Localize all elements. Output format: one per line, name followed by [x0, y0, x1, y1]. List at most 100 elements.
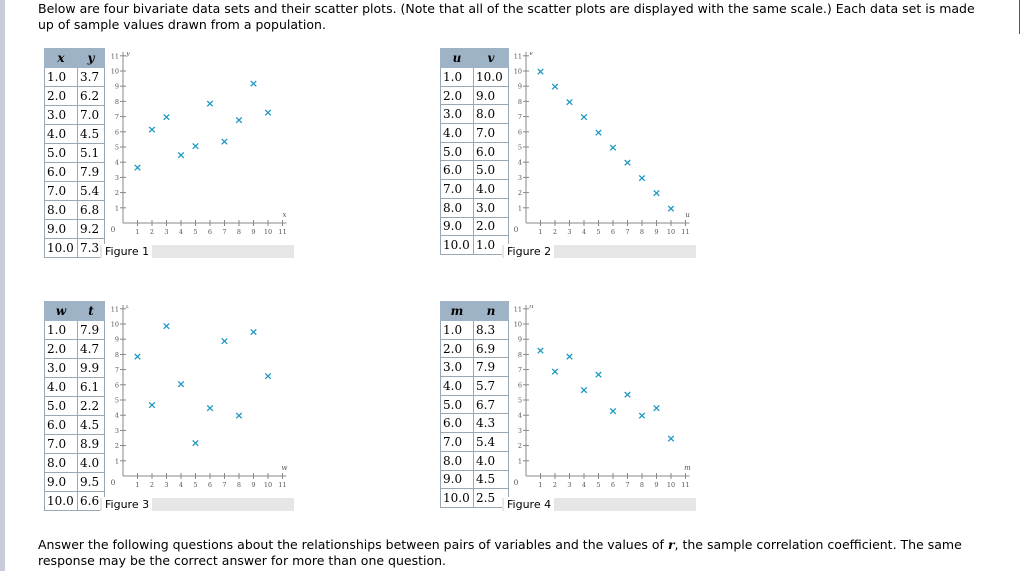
data-point: ×	[263, 106, 272, 119]
origin-label: 0	[514, 478, 519, 487]
table-header-x: u	[440, 48, 474, 68]
y-tick-label: 1	[518, 457, 522, 465]
data-point: ×	[550, 365, 559, 378]
figure-caption: Figure 4	[504, 497, 555, 512]
table-cell-x: 4.0	[44, 124, 78, 144]
data-point: ×	[608, 405, 617, 418]
data-point: ×	[220, 135, 229, 148]
data-point: ×	[666, 432, 675, 445]
table-cell-x: 4.0	[44, 377, 78, 397]
x-tick-label: 10	[264, 481, 272, 489]
x-tick-label: 2	[150, 228, 154, 236]
data-point: ×	[234, 114, 243, 127]
table-cell-y: 5.4	[77, 181, 105, 201]
table-row: 3.0 9.9	[44, 358, 105, 378]
data-point: ×	[249, 77, 258, 90]
table-row: 6.0 5.0	[440, 160, 509, 181]
y-tick-label: 8	[115, 98, 119, 106]
x-axis-label: w	[282, 464, 288, 472]
data-point: ×	[263, 370, 272, 383]
table-cell-x: 2.0	[44, 339, 78, 359]
x-tick-label: 3	[164, 228, 168, 236]
answer-instructions: Answer the following questions about the…	[38, 537, 962, 568]
y-tick-label: 11	[514, 305, 522, 313]
table-cell-x: 5.0	[44, 143, 78, 163]
y-tick-label: 4	[518, 412, 522, 420]
table-row: 1.0 10.0	[440, 67, 509, 87]
left-edge-bar	[0, 0, 5, 571]
data-point: ×	[220, 335, 229, 348]
x-tick-label: 5	[193, 228, 197, 236]
table-row: 9.0 9.5	[44, 472, 105, 492]
table-cell-x: 6.0	[44, 415, 78, 435]
table-cell-y: 2.5	[473, 488, 509, 508]
table-header-x: w	[44, 301, 78, 321]
table-cell-x: 9.0	[44, 472, 78, 492]
y-tick-label: 2	[518, 189, 522, 197]
x-tick-label: 8	[640, 228, 644, 236]
table-cell-x: 4.0	[440, 376, 474, 396]
table-header-x: m	[440, 301, 474, 321]
x-tick-label: 6	[611, 228, 615, 236]
x-tick-label: 7	[222, 228, 226, 236]
table-cell-y: 3.0	[473, 197, 509, 218]
table-cell-y: 6.1	[77, 377, 105, 397]
table-header-y: t	[77, 301, 105, 321]
table-cell-x: 10.0	[440, 235, 474, 255]
x-tick-label: 7	[222, 481, 226, 489]
y-tick-label: 7	[518, 113, 522, 121]
y-tick-label: 6	[518, 128, 522, 136]
table-row: 10.0 7.3	[44, 238, 105, 258]
x-tick-label: 3	[567, 228, 571, 236]
table-cell-x: 7.0	[440, 432, 474, 452]
data-point: ×	[191, 139, 200, 152]
table-row: 10.0 2.5	[440, 488, 509, 508]
x-tick-label: 8	[640, 481, 644, 489]
y-tick-label: 7	[115, 113, 119, 121]
table-row: 5.0 6.7	[440, 394, 509, 415]
caption-strip: Figure 1	[100, 244, 294, 259]
data-point: ×	[162, 320, 171, 333]
y-tick-label: 4	[115, 159, 119, 167]
table-header-y: v	[473, 48, 509, 68]
data-table: u v 1.0 10.0 2.0 9.0 3.0 8.0 4.0 7.0 5.0 6.0 6.0 5.0 7…	[440, 48, 509, 255]
table-cell-x: 10.0	[44, 238, 78, 258]
table-cell-x: 5.0	[440, 394, 474, 415]
y-tick-label: 10	[111, 321, 119, 329]
x-tick-label: 10	[264, 228, 272, 236]
table-cell-x: 4.0	[440, 123, 474, 143]
table-cell-y: 3.7	[77, 67, 105, 87]
table-header-y: n	[473, 301, 509, 321]
table-row: 2.0 4.7	[44, 339, 105, 359]
table-cell-y: 4.0	[473, 450, 509, 471]
data-point: ×	[579, 111, 588, 124]
data-point: ×	[565, 95, 574, 108]
data-point: ×	[637, 171, 646, 184]
data-point: ×	[133, 350, 142, 363]
y-tick-label: 8	[518, 351, 522, 359]
y-tick-label: 6	[115, 381, 119, 389]
table-cell-y: 8.0	[473, 104, 509, 125]
table-row: 6.0 4.5	[44, 415, 105, 435]
data-point: ×	[623, 156, 632, 169]
table-cell-x: 6.0	[440, 413, 474, 434]
table-cell-y: 7.9	[77, 320, 105, 340]
x-tick-label: 7	[625, 228, 629, 236]
x-tick-label: 9	[654, 481, 658, 489]
table-cell-y: 5.1	[77, 143, 105, 163]
table-cell-x: 10.0	[440, 488, 474, 508]
x-axis-label: x	[283, 211, 287, 219]
y-tick-label: 1	[518, 204, 522, 212]
table-cell-y: 4.5	[77, 124, 105, 144]
table-cell-y: 7.0	[473, 123, 509, 143]
table-row: 9.0 4.5	[440, 469, 509, 490]
y-tick-label: 6	[518, 381, 522, 389]
table-cell-y: 9.2	[77, 219, 105, 239]
x-tick-label: 2	[553, 228, 557, 236]
table-row: 8.0 4.0	[440, 450, 509, 471]
intro-text: Below are four bivariate data sets and t…	[38, 1, 975, 32]
table-row: 3.0 7.9	[440, 357, 509, 378]
table-cell-y: 5.4	[473, 432, 509, 452]
x-tick-label: 10	[667, 228, 675, 236]
table-cell-x: 8.0	[44, 200, 78, 220]
